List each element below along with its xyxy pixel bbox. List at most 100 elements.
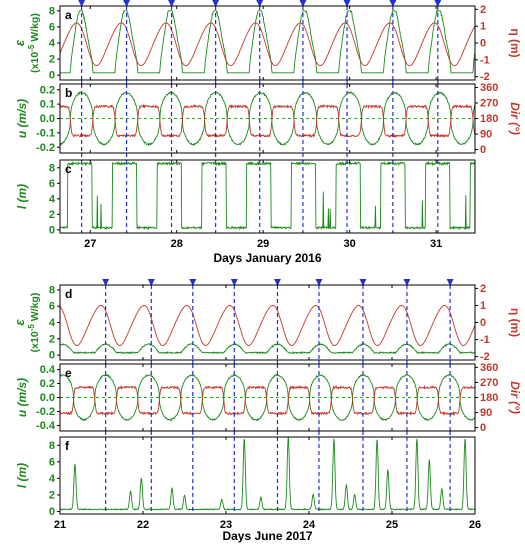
left-axis-label: l (m) xyxy=(15,184,29,209)
panel-c: c 0 2 4 6 8 l (m) 27 28 29 30 31 Days January 2016 xyxy=(15,159,476,265)
right-tick-label: 360 xyxy=(480,362,498,374)
left-tick-label: -0.1 xyxy=(36,127,55,139)
series-u-line xyxy=(60,373,475,422)
right-tick-label: -1 xyxy=(480,54,490,66)
marker-triangle xyxy=(299,0,307,7)
marker-triangle xyxy=(359,279,367,286)
series-dir-line xyxy=(60,384,475,416)
panel-e: e -0.4 -0.2 0.0 0.2 0.4 0 90 180 270 360 Dir (°) u (… xyxy=(15,362,522,437)
panel-frame xyxy=(59,436,476,515)
left-axis-label: l (m) xyxy=(15,463,29,488)
right-axis-label: Dir (°) xyxy=(508,102,522,135)
marker-triangle xyxy=(212,0,220,7)
left-tick-label: 6 xyxy=(49,178,55,190)
left-tick-label: 8 xyxy=(49,440,55,452)
series-l-line xyxy=(60,437,475,511)
left-tick-label: 4 xyxy=(49,38,56,50)
right-axis-label: Dir (°) xyxy=(508,381,522,414)
right-tick-label: -1 xyxy=(480,334,490,346)
right-tick-label: 0 xyxy=(480,38,486,50)
marker-triangle xyxy=(403,279,411,286)
marker-triangle xyxy=(389,0,397,7)
left-tick-label: 0.0 xyxy=(40,392,55,404)
right-tick-label: 180 xyxy=(480,392,498,404)
x-tick-label: 31 xyxy=(430,238,442,250)
left-tick-label: 6 xyxy=(49,21,55,33)
marker-triangle xyxy=(343,0,351,7)
marker-triangle xyxy=(102,279,110,286)
right-tick-label: 90 xyxy=(480,407,492,419)
panel-d: d 0 2 4 6 8 -2 -1 0 1 2 η (m) ε(x10-5 W/kg) xyxy=(12,279,522,364)
left-tick-label: -0.2 xyxy=(36,142,55,154)
left-tick-label: 0.4 xyxy=(40,364,56,376)
right-tick-label: 360 xyxy=(480,82,498,94)
right-tick-label: 180 xyxy=(480,113,498,125)
left-tick-label: 2 xyxy=(49,489,55,501)
series-epsilon-line xyxy=(60,342,475,355)
left-tick-label: 2 xyxy=(49,209,55,221)
panel-a: a 0 2 4 6 8 -2 -1 0 1 2 η (m) ε(x10-5 W/kg) xyxy=(12,0,522,84)
left-tick-label: 8 xyxy=(49,162,55,174)
left-tick-label: 4 xyxy=(49,473,56,485)
panel-frame xyxy=(59,284,476,361)
left-tick-label: 4 xyxy=(49,193,56,205)
left-tick-label: 0.1 xyxy=(40,99,55,111)
marker-triangle xyxy=(78,0,86,7)
left-tick-label: 0.2 xyxy=(40,84,55,96)
left-tick-label: -0.2 xyxy=(36,406,55,418)
x-tick-label: 28 xyxy=(171,238,183,250)
series-eta-line xyxy=(60,22,475,67)
x-axis-label: Days June 2017 xyxy=(222,529,312,543)
marker-triangle xyxy=(315,279,323,286)
right-tick-label: 2 xyxy=(480,4,486,16)
right-axis-label: η (m) xyxy=(508,28,522,57)
right-tick-label: 2 xyxy=(480,283,486,295)
left-axis-label-symbol: ε xyxy=(12,319,27,326)
right-tick-label: 1 xyxy=(480,300,486,312)
left-tick-label: 4 xyxy=(49,317,56,329)
left-axis-label-symbol: ε xyxy=(12,39,27,46)
right-tick-label: 270 xyxy=(480,97,498,109)
panel-letter: f xyxy=(65,439,70,453)
panel-letter: a xyxy=(65,8,72,22)
marker-triangle xyxy=(434,0,442,7)
left-tick-label: 6 xyxy=(49,456,55,468)
marker-triangle xyxy=(230,279,238,286)
x-tick-label: 30 xyxy=(344,238,356,250)
left-tick-label: 0 xyxy=(49,224,55,236)
left-tick-label: 0 xyxy=(49,506,55,518)
x-tick-label: 22 xyxy=(137,519,149,531)
left-tick-label: 6 xyxy=(49,301,55,313)
x-tick-label: 23 xyxy=(220,519,232,531)
panel-b: b -0.2 -0.1 0.0 0.1 0.2 0 90 180 270 360 Dir (°) u (… xyxy=(15,82,522,160)
panel-letter: e xyxy=(65,366,72,380)
x-tick-label: 27 xyxy=(84,238,96,250)
left-tick-label: 2 xyxy=(49,333,55,345)
series-dir-line xyxy=(60,103,475,139)
marker-triangle xyxy=(189,279,197,286)
series-u-line xyxy=(60,90,475,147)
right-tick-label: 0 xyxy=(480,422,486,434)
marker-triangle xyxy=(273,279,281,286)
x-tick-label: 25 xyxy=(386,519,398,531)
right-axis-label: η (m) xyxy=(508,308,522,337)
right-tick-label: 90 xyxy=(480,129,492,141)
left-tick-label: 0.2 xyxy=(40,378,55,390)
marker-triangle xyxy=(168,0,176,7)
x-tick-label: 24 xyxy=(303,519,316,531)
marker-triangle xyxy=(147,279,155,286)
series-eta-line xyxy=(60,305,475,346)
right-tick-label: 0 xyxy=(480,317,486,329)
left-axis-label: u (m/s) xyxy=(15,378,29,417)
x-tick-label: 26 xyxy=(469,519,481,531)
left-axis-label: u (m/s) xyxy=(15,99,29,138)
right-tick-label: 0 xyxy=(480,144,486,156)
x-tick-label: 29 xyxy=(257,238,269,250)
series-epsilon-line xyxy=(60,9,475,74)
x-tick-label: 21 xyxy=(54,519,66,531)
left-axis-label-unit: (x10-5 W/kg) xyxy=(27,293,41,353)
panel-frame xyxy=(59,159,476,234)
marker-triangle xyxy=(256,0,264,7)
left-tick-label: 0 xyxy=(49,70,55,82)
